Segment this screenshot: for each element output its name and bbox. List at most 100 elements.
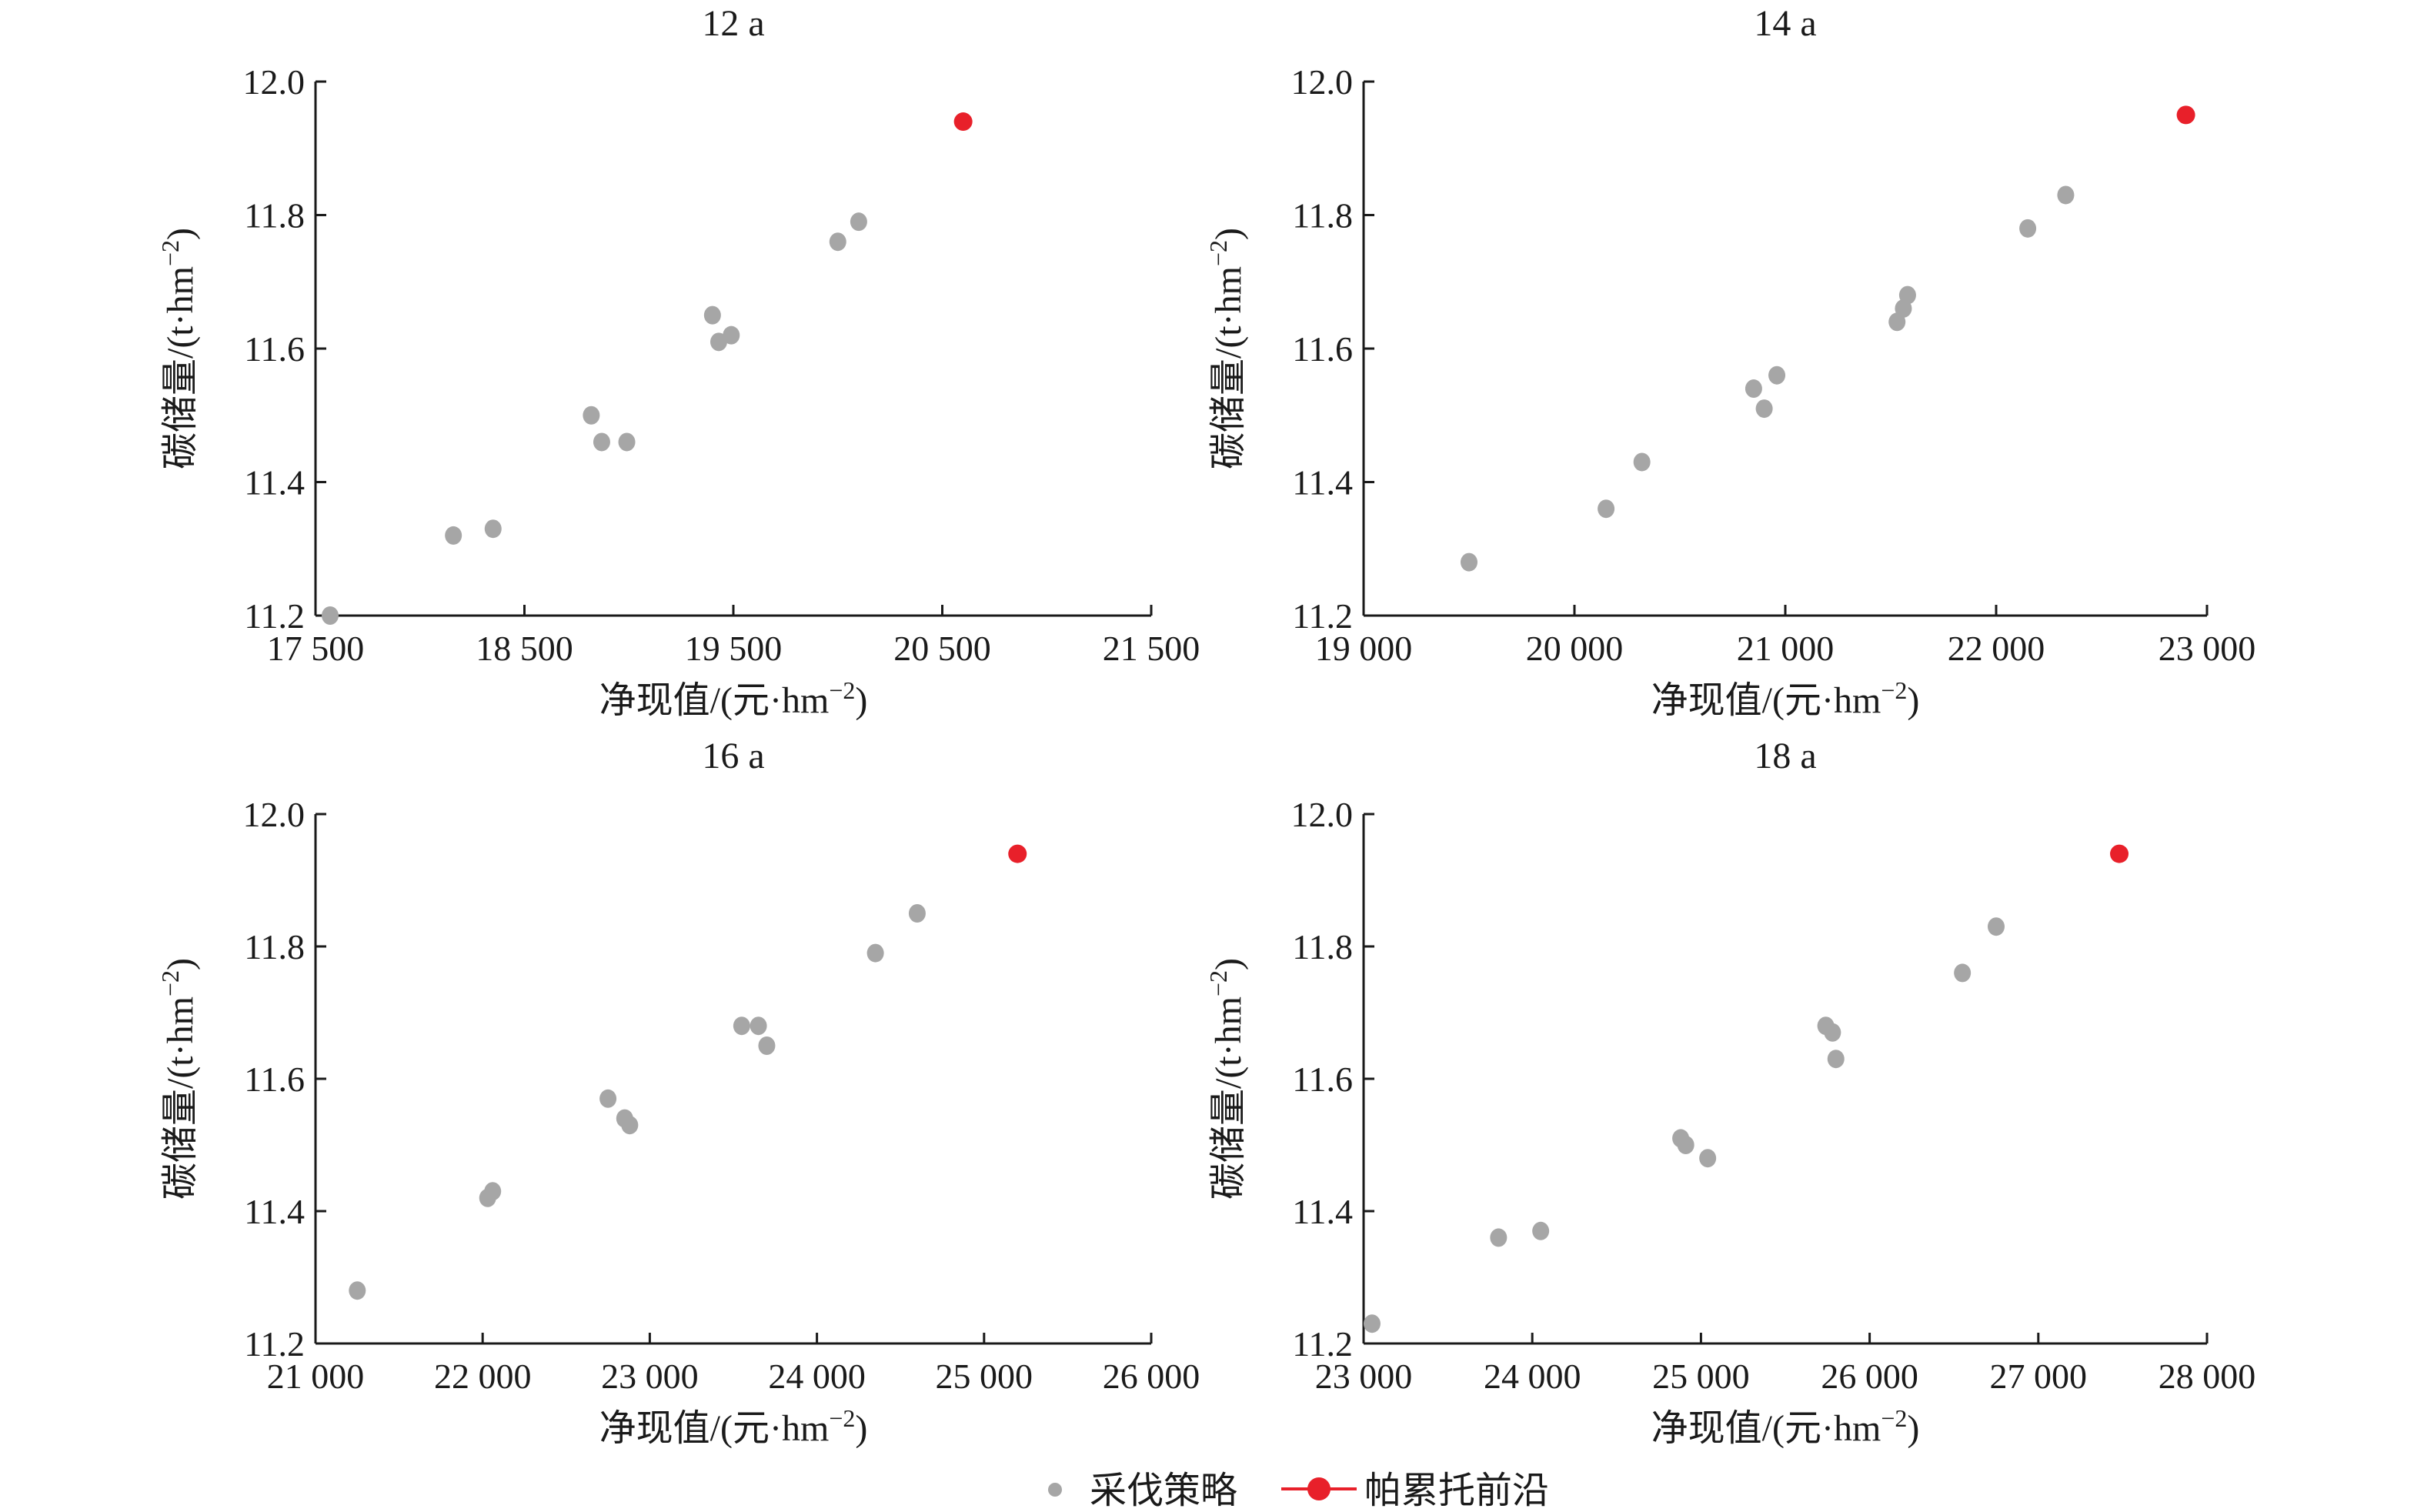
pareto-point [2176, 105, 2195, 125]
y-tick-label: 12.0 [243, 795, 306, 834]
x-axis-label: 净现值/(元·hm−2) [599, 1404, 868, 1449]
strategy-point [1532, 1221, 1550, 1240]
strategy-point [618, 432, 636, 452]
chart-title: 16 a [702, 736, 764, 776]
x-tick-label: 22 000 [1948, 629, 2045, 668]
y-tick-label: 12.0 [1291, 795, 1354, 834]
strategy-point [1490, 1228, 1507, 1247]
y-tick-label: 11.8 [244, 196, 305, 235]
chart-panel-2: 14 a 11.2 11.4 11.6 11.8 12.0 19 000 20 000 21 0… [1204, 3, 2255, 721]
strategy-point [1598, 499, 1615, 519]
strategy-point [723, 325, 740, 345]
strategy-point [1898, 285, 1916, 305]
strategy-point [1755, 399, 1773, 419]
chart-title: 14 a [1754, 3, 1816, 44]
chart-panels: 12 a 11.2 11.4 11.6 11.8 12.0 17 500 18 500 19 5… [156, 3, 2255, 1449]
strategy-point [750, 1016, 767, 1036]
strategy-point [866, 943, 884, 963]
x-tick-label: 25 000 [1652, 1357, 1750, 1396]
x-axis-label: 净现值/(元·hm−2) [599, 676, 868, 721]
x-tick-label: 20 000 [1526, 629, 1624, 668]
legend-strategy-marker [1048, 1483, 1062, 1497]
strategy-point [484, 519, 502, 539]
y-tick-label: 11.6 [244, 329, 305, 369]
x-tick-label: 19 000 [1315, 629, 1413, 668]
legend-pareto-label: 帕累托前沿 [1364, 1470, 1549, 1511]
x-tick-label: 23 000 [1315, 1357, 1413, 1396]
strategy-point [593, 432, 610, 452]
strategy-point [1363, 1314, 1381, 1333]
x-axis-label: 净现值/(元·hm−2) [1651, 676, 1920, 721]
y-axis-label: 碳储量/(t·hm−2) [156, 228, 201, 469]
strategy-point [758, 1036, 776, 1055]
pareto-point [2110, 844, 2129, 863]
pareto-point [953, 112, 973, 132]
x-tick-label: 28 000 [2159, 1357, 2256, 1396]
pareto-point [1008, 844, 1027, 863]
x-tick-label: 27 000 [1990, 1357, 2088, 1396]
strategy-point [1954, 963, 1972, 983]
strategy-point [1699, 1149, 1717, 1168]
chart-panel-4: 18 a 11.2 11.4 11.6 11.8 12.0 23 000 24 000 25 0… [1204, 736, 2255, 1449]
y-tick-label: 11.6 [1292, 1060, 1353, 1099]
strategy-point [1768, 365, 1786, 385]
y-axis-label: 碳储量/(t·hm−2) [1204, 958, 1249, 1200]
strategy-point [322, 606, 339, 625]
y-tick-label: 12.0 [1291, 62, 1354, 102]
x-tick-label: 20 500 [893, 629, 991, 668]
y-tick-label: 12.0 [243, 62, 306, 102]
y-tick-label: 11.2 [1292, 596, 1353, 636]
strategy-point [583, 406, 600, 425]
x-axis-label: 净现值/(元·hm−2) [1651, 1404, 1920, 1449]
legend: 采伐策略 帕累托前沿 [1048, 1470, 1549, 1511]
strategy-point [1633, 452, 1651, 472]
strategy-point [349, 1281, 366, 1300]
x-tick-label: 21 000 [1737, 629, 1835, 668]
y-tick-label: 11.4 [244, 463, 305, 502]
strategy-point [1824, 1023, 1841, 1042]
y-tick-label: 11.4 [1292, 1192, 1353, 1231]
chart-panel-3: 16 a 11.2 11.4 11.6 11.8 12.0 21 000 22 000 23 0… [156, 736, 1200, 1449]
strategy-point [2057, 185, 2075, 205]
chart-panel-1: 12 a 11.2 11.4 11.6 11.8 12.0 17 500 18 500 19 5… [156, 3, 1200, 721]
x-tick-label: 21 000 [267, 1357, 365, 1396]
y-tick-label: 11.4 [1292, 463, 1353, 502]
strategy-point [1988, 917, 2005, 936]
legend-pareto-marker [1307, 1477, 1331, 1500]
y-tick-label: 11.8 [1292, 927, 1353, 966]
y-tick-label: 11.8 [244, 927, 305, 966]
x-tick-label: 18 500 [476, 629, 573, 668]
x-tick-label: 22 000 [434, 1357, 532, 1396]
chart-title: 12 a [702, 3, 764, 44]
strategy-point [599, 1089, 617, 1108]
x-tick-label: 23 000 [2159, 629, 2256, 668]
strategy-point [1677, 1136, 1694, 1154]
strategy-point [908, 904, 926, 923]
strategy-point [445, 526, 462, 545]
strategy-point [710, 332, 727, 352]
y-tick-label: 11.6 [244, 1060, 305, 1099]
strategy-point [1827, 1050, 1845, 1069]
x-tick-label: 24 000 [768, 1357, 866, 1396]
y-tick-label: 11.4 [244, 1192, 305, 1231]
legend-strategy-label: 采伐策略 [1090, 1470, 1237, 1511]
strategy-point [1745, 379, 1762, 399]
strategy-point [850, 212, 867, 232]
strategy-point [829, 232, 846, 252]
strategy-point [1461, 552, 1477, 572]
strategy-point [2019, 219, 2037, 238]
x-tick-label: 21 500 [1103, 629, 1200, 668]
x-tick-label: 17 500 [267, 629, 365, 668]
x-tick-label: 19 500 [685, 629, 783, 668]
y-axis-label: 碳储量/(t·hm−2) [156, 958, 201, 1200]
chart-title: 18 a [1754, 736, 1816, 776]
strategy-point [484, 1182, 502, 1201]
x-tick-label: 23 000 [601, 1357, 699, 1396]
x-tick-label: 24 000 [1484, 1357, 1581, 1396]
y-axis-label: 碳储量/(t·hm−2) [1204, 228, 1249, 469]
strategy-point [703, 305, 721, 325]
strategy-point [733, 1016, 750, 1036]
y-tick-label: 11.8 [1292, 196, 1353, 235]
y-tick-label: 11.6 [1292, 329, 1353, 369]
y-tick-label: 11.2 [244, 1324, 305, 1363]
